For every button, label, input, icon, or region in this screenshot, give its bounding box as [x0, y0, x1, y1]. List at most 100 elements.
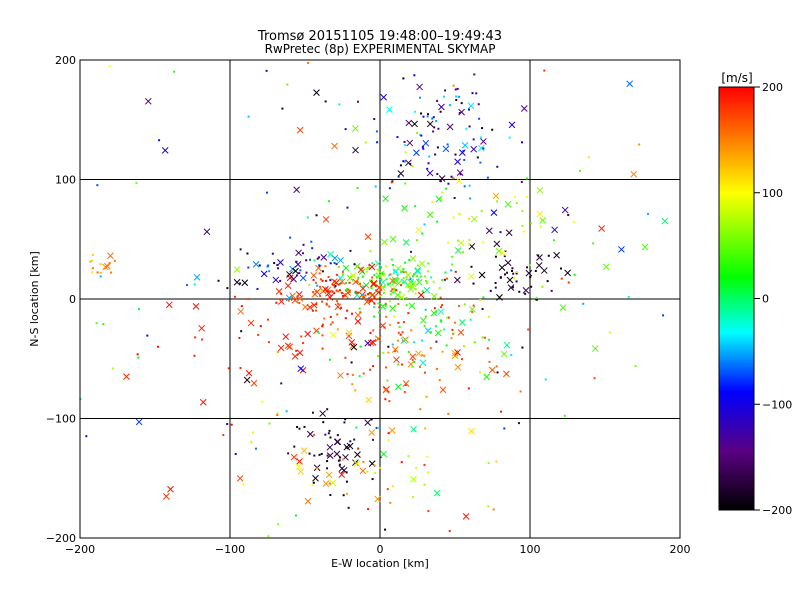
- data-point-dot: [592, 242, 595, 245]
- data-point-x: [457, 239, 465, 247]
- y-tick-label: 100: [55, 174, 76, 187]
- data-point-x: [386, 106, 393, 113]
- data-point-x: [426, 169, 434, 177]
- data-point-dot: [462, 345, 465, 348]
- data-point-dot: [520, 180, 523, 183]
- data-point-dot: [373, 302, 376, 305]
- data-point-x: [374, 260, 382, 267]
- data-point-x: [123, 373, 130, 380]
- data-point-dot: [312, 481, 315, 484]
- data-point-dot: [403, 140, 406, 143]
- data-point-dot: [399, 333, 402, 336]
- data-point-dot: [392, 264, 395, 267]
- data-point-dot: [329, 323, 332, 326]
- data-point-x: [296, 349, 304, 357]
- data-point-x: [252, 260, 260, 268]
- data-point-dot: [369, 250, 372, 253]
- data-point-x: [630, 170, 638, 178]
- data-point-dot: [471, 310, 474, 313]
- data-point-dot: [323, 317, 326, 320]
- data-point-x: [454, 158, 461, 166]
- data-point-dot: [512, 286, 515, 289]
- data-point-dot: [482, 296, 485, 299]
- data-point-dot: [344, 356, 347, 359]
- data-point-dot: [315, 309, 318, 312]
- data-point-dot: [367, 293, 370, 296]
- data-point-dot: [515, 270, 518, 273]
- y-tick-label: −100: [46, 413, 76, 426]
- data-point-dot: [347, 288, 350, 291]
- data-point-dot: [343, 421, 346, 424]
- data-point-x: [310, 301, 318, 309]
- data-point-dot: [359, 345, 362, 348]
- data-point-dot: [346, 206, 349, 209]
- data-point-dot: [383, 272, 386, 275]
- data-point-dot: [342, 494, 345, 497]
- data-point-dot: [573, 220, 576, 223]
- data-point-dot: [435, 119, 438, 122]
- data-point-dot: [429, 331, 432, 334]
- y-tick-label: 0: [69, 293, 76, 306]
- data-point-dot: [480, 210, 483, 213]
- data-point-dot: [239, 282, 242, 285]
- data-point-dot: [390, 258, 393, 261]
- data-point-dot: [438, 379, 441, 382]
- data-point-dot: [391, 485, 394, 488]
- data-point-dot: [338, 282, 341, 285]
- data-point-x: [364, 419, 372, 427]
- data-point-x: [192, 303, 200, 310]
- data-point-dot: [250, 441, 253, 444]
- data-point-dot: [373, 295, 376, 298]
- data-point-dot: [528, 264, 531, 267]
- data-point-x: [410, 425, 417, 433]
- data-point-x: [277, 344, 285, 352]
- data-point-dot: [389, 273, 392, 276]
- data-point-dot: [137, 308, 140, 311]
- data-point-dot: [511, 269, 514, 272]
- data-point-dot: [541, 285, 544, 288]
- data-point-dot: [495, 460, 498, 463]
- data-point-dot: [494, 281, 497, 284]
- data-point-x: [330, 331, 337, 339]
- data-point-dot: [544, 378, 547, 381]
- data-point-dot: [476, 156, 479, 159]
- data-point-dot: [397, 302, 400, 305]
- data-point-dot: [158, 139, 161, 142]
- data-point-dot: [240, 330, 243, 333]
- data-point-dot: [310, 240, 313, 243]
- data-point-dot: [434, 325, 437, 328]
- data-point-dot: [447, 412, 450, 415]
- data-point-dot: [254, 447, 257, 450]
- data-point-dot: [361, 294, 364, 297]
- data-point-dot: [440, 320, 443, 323]
- data-point-dot: [328, 305, 331, 308]
- data-point-dot: [454, 270, 457, 273]
- data-point-dot: [439, 296, 442, 299]
- data-point-dot: [287, 452, 290, 455]
- data-point-x: [504, 200, 512, 208]
- data-point-dot: [296, 425, 299, 428]
- data-point-dot: [484, 336, 487, 339]
- data-point-x: [458, 108, 465, 116]
- data-point-dot: [455, 98, 458, 101]
- data-point-dot: [437, 127, 440, 130]
- data-point-dot: [315, 289, 318, 292]
- data-point-dot: [336, 328, 339, 331]
- data-point-dot: [496, 371, 499, 374]
- data-point-x: [417, 291, 425, 299]
- data-point-x: [365, 396, 373, 404]
- data-point-dot: [334, 285, 337, 288]
- data-point-dot: [318, 453, 321, 456]
- data-point-dot: [355, 292, 358, 295]
- data-point-x: [591, 345, 599, 352]
- data-point-x: [661, 217, 669, 225]
- data-point-dot: [448, 530, 451, 533]
- data-point-dot: [384, 528, 387, 531]
- data-point-x: [397, 170, 405, 177]
- data-point-dot: [351, 312, 354, 315]
- data-point-dot: [463, 158, 466, 161]
- data-point-x: [357, 266, 365, 274]
- data-point-dot: [328, 482, 331, 485]
- data-point-dot: [452, 332, 455, 335]
- data-point-x: [199, 398, 207, 406]
